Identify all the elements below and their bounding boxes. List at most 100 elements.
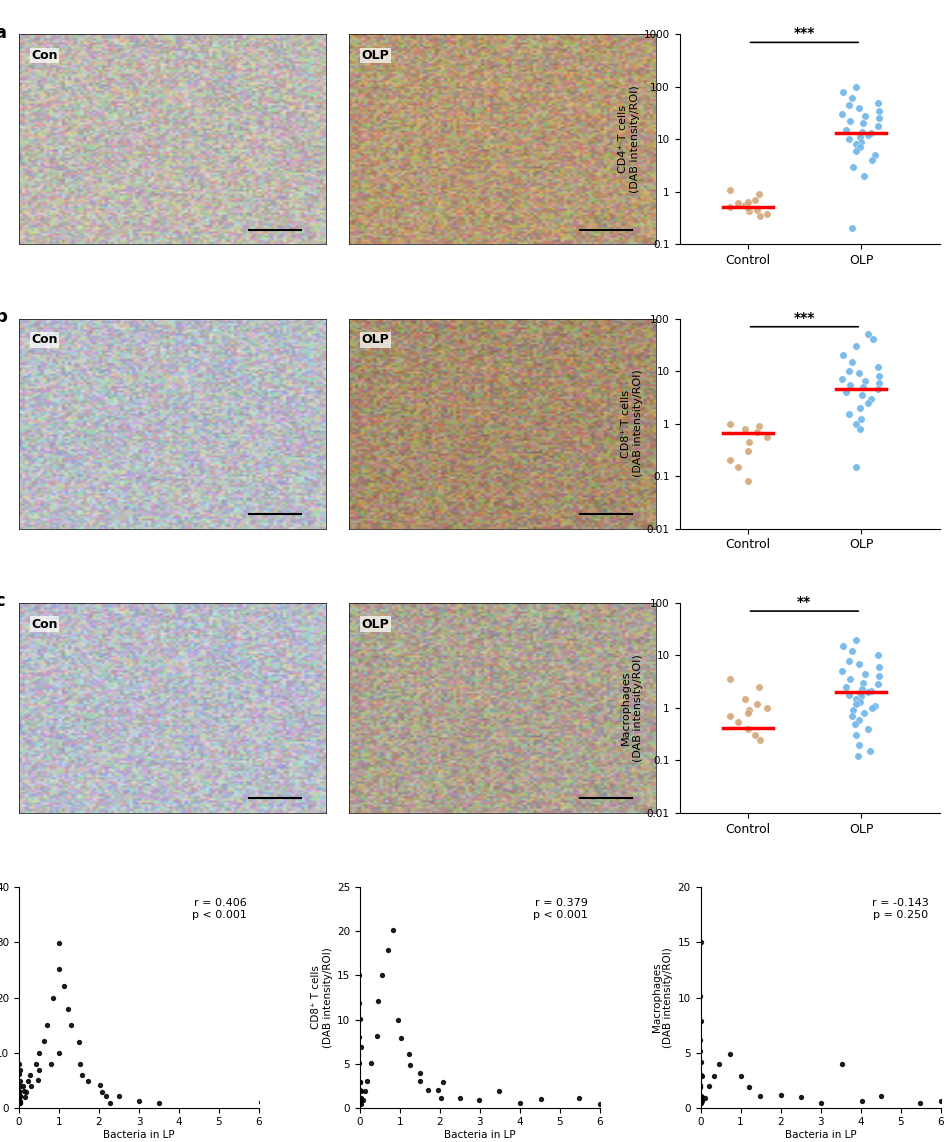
- Point: [842, 685, 857, 703]
- Point: [693, 1078, 708, 1096]
- Point: [11, 1055, 27, 1073]
- Point: [10, 1088, 25, 1107]
- Text: Con: Con: [31, 333, 58, 346]
- Text: ***: ***: [793, 26, 815, 40]
- Point: [352, 1011, 368, 1029]
- Point: [10, 1094, 26, 1112]
- Point: [694, 1087, 709, 1105]
- Point: [853, 410, 868, 428]
- Point: [845, 642, 860, 660]
- Point: [854, 679, 869, 698]
- Point: [853, 686, 868, 705]
- Point: [712, 1054, 727, 1072]
- Point: [852, 735, 867, 754]
- Point: [760, 699, 775, 717]
- Point: [760, 204, 775, 223]
- Point: [351, 1094, 366, 1112]
- Point: [871, 658, 886, 676]
- Text: Con: Con: [31, 49, 58, 62]
- Point: [752, 731, 768, 749]
- Text: OLP: OLP: [362, 333, 389, 346]
- Point: [359, 1072, 374, 1091]
- Point: [842, 405, 857, 424]
- Point: [863, 742, 878, 761]
- Point: [11, 1094, 27, 1112]
- Point: [352, 1053, 367, 1071]
- Point: [351, 1064, 366, 1083]
- Point: [836, 637, 851, 656]
- Point: [352, 1028, 367, 1046]
- Point: [750, 694, 765, 713]
- Point: [71, 1032, 86, 1051]
- Text: r = 0.379
p < 0.001: r = 0.379 p < 0.001: [533, 899, 588, 920]
- Point: [834, 662, 849, 681]
- Point: [12, 1092, 28, 1110]
- Point: [694, 1012, 709, 1030]
- Point: [737, 419, 752, 437]
- Text: c: c: [0, 593, 5, 611]
- Point: [858, 665, 873, 683]
- Point: [845, 707, 860, 725]
- Point: [253, 1093, 268, 1111]
- Point: [697, 1088, 712, 1107]
- Point: [847, 715, 863, 733]
- Point: [491, 1081, 506, 1100]
- Y-axis label: CD4⁺ T cells
(DAB intensity/ROI): CD4⁺ T cells (DAB intensity/ROI): [618, 86, 639, 193]
- Point: [723, 415, 738, 433]
- Point: [848, 142, 864, 160]
- Point: [723, 198, 738, 216]
- Point: [740, 192, 755, 210]
- Text: b: b: [0, 308, 8, 327]
- Point: [751, 185, 767, 203]
- Point: [742, 202, 757, 220]
- Point: [80, 1072, 95, 1091]
- Point: [733, 1067, 749, 1085]
- Point: [692, 1031, 707, 1049]
- Point: [694, 1067, 710, 1085]
- Y-axis label: CD8⁺ T cells
(DAB intensity/ROI): CD8⁺ T cells (DAB intensity/ROI): [621, 370, 643, 477]
- Point: [694, 1092, 710, 1110]
- Point: [693, 1094, 708, 1112]
- Point: [864, 389, 879, 408]
- X-axis label: Bacteria in LP
(NBT-BCIP  intensity/ROI): Bacteria in LP (NBT-BCIP intensity/ROI): [415, 1131, 544, 1142]
- Point: [848, 630, 864, 649]
- Point: [760, 428, 775, 447]
- Point: [31, 1061, 47, 1079]
- Point: [352, 1094, 367, 1112]
- Point: [420, 1080, 435, 1099]
- Point: [854, 386, 869, 404]
- Point: [15, 1077, 30, 1095]
- Point: [723, 451, 738, 469]
- Text: **: **: [797, 595, 811, 609]
- Point: [852, 693, 867, 711]
- Point: [858, 106, 873, 124]
- Point: [842, 96, 857, 114]
- Point: [854, 1092, 869, 1110]
- Point: [403, 1055, 418, 1073]
- Point: [353, 1095, 369, 1113]
- Point: [435, 1073, 450, 1092]
- Point: [845, 219, 860, 238]
- Text: r = 0.406
p < 0.001: r = 0.406 p < 0.001: [192, 899, 247, 920]
- Point: [11, 1087, 27, 1105]
- Point: [731, 458, 746, 476]
- Point: [839, 678, 854, 697]
- Point: [51, 960, 66, 979]
- Point: [751, 417, 767, 435]
- Point: [861, 683, 876, 701]
- Point: [871, 102, 886, 120]
- Text: r = -0.143
p = 0.250: r = -0.143 p = 0.250: [872, 899, 928, 920]
- Point: [723, 707, 738, 725]
- Point: [870, 116, 885, 135]
- Point: [352, 1073, 368, 1092]
- Point: [364, 1054, 379, 1072]
- Point: [355, 1091, 370, 1109]
- Point: [742, 433, 757, 451]
- Point: [852, 138, 867, 156]
- X-axis label: Bacteria in LP
(NBT-BCIP  intensity/ROI): Bacteria in LP (NBT-BCIP intensity/ROI): [74, 1131, 203, 1142]
- Point: [430, 1081, 446, 1100]
- Point: [132, 1093, 147, 1111]
- Point: [852, 399, 867, 417]
- Point: [864, 682, 879, 700]
- Point: [12, 1061, 28, 1079]
